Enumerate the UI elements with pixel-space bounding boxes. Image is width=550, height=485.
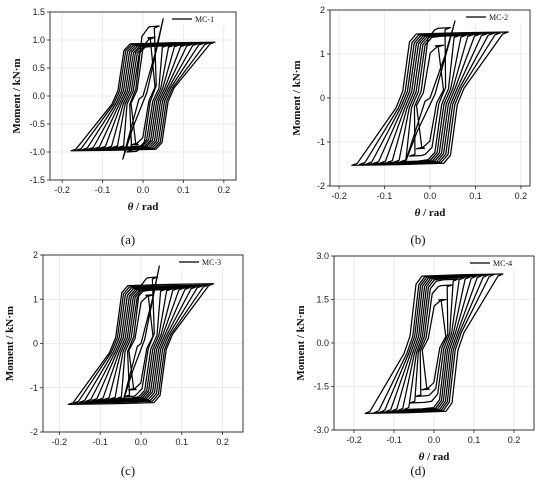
hysteresis-loop [415, 284, 453, 398]
hysteresis-loop [126, 25, 160, 153]
y-tick-label: 1 [320, 49, 325, 59]
x-tick-label: -0.1 [386, 435, 402, 445]
hysteresis-loop [122, 18, 164, 160]
x-tick-label: 0.0 [135, 437, 148, 447]
panel-caption: (c) [121, 463, 135, 478]
series-MC-1 [70, 18, 216, 160]
hysteresis-loop [358, 32, 502, 166]
legend-label: MC-3 [202, 258, 221, 267]
y-tick-label: 2 [33, 250, 38, 260]
x-axis-symbol: θ [415, 207, 421, 219]
hysteresis-loop [85, 286, 197, 402]
y-tick-label: 0 [33, 339, 38, 349]
series-MC-4 [364, 273, 504, 415]
legend-label: MC-2 [489, 13, 508, 22]
hysteresis-loop [72, 284, 209, 404]
y-tick-label: 0.0 [316, 338, 329, 348]
hysteresis-loop [351, 31, 509, 166]
y-tick-label: 2 [320, 5, 325, 15]
x-tick-label: 0.2 [508, 435, 521, 445]
hysteresis-loop [91, 287, 191, 402]
hysteresis-loop [403, 277, 465, 411]
x-axis-unit: / rad [424, 451, 449, 463]
x-tick-label: 0.2 [218, 185, 231, 195]
y-tick-label: -0.5 [29, 119, 45, 129]
hysteresis-loop [121, 265, 160, 404]
x-tick-label: -0.1 [95, 185, 111, 195]
x-tick-label: 0.2 [515, 191, 528, 201]
hysteresis-loop [79, 285, 203, 403]
legend-label: MC-1 [195, 15, 214, 24]
x-tick-label: 0.0 [428, 435, 441, 445]
chart-panel-b: -0.2 -0.1 0.0 0.1 0.2 -2 -1 0 1 2 MC-2 Moment / kN·… [291, 5, 531, 247]
y-tick-label: -1.5 [313, 382, 329, 392]
x-tick-label: -0.2 [346, 435, 362, 445]
x-tick-label: 0.0 [137, 185, 150, 195]
x-tick-label: -0.1 [377, 191, 393, 201]
y-tick-label: 1.5 [316, 295, 329, 305]
x-axis-symbol: θ [128, 201, 134, 213]
hysteresis-loop [421, 298, 447, 391]
hysteresis-loop [364, 273, 504, 415]
y-tick-label: 1.0 [32, 35, 45, 45]
hysteresis-loop [404, 20, 456, 164]
y-tick-label: -3.0 [313, 425, 329, 435]
hysteresis-loop [67, 283, 215, 406]
y-axis-label: Moment / kN·m [4, 306, 16, 381]
x-axis-unit: / rad [133, 201, 158, 213]
chart-panel-d: -0.2 -0.1 0.0 0.1 0.2 -3.0 -1.5 0.0 1.5 3.0 MC-4 Mo… [295, 251, 535, 478]
legend-box [468, 257, 532, 269]
legend-box [177, 256, 241, 268]
y-tick-label: 0.5 [32, 63, 45, 73]
panel-caption: (a) [121, 232, 135, 247]
y-tick-label: -1 [317, 137, 325, 147]
x-axis-label: θ / rad [419, 451, 450, 463]
hysteresis-loop [70, 41, 216, 152]
y-axis-label: Moment / kN·m [295, 305, 307, 380]
x-axis-symbol: θ [419, 451, 425, 463]
x-tick-label: -0.2 [54, 185, 70, 195]
hysteresis-loop [408, 26, 452, 157]
y-tick-label: -1 [30, 383, 38, 393]
x-tick-label: 0.2 [216, 437, 229, 447]
x-axis-unit: / rad [420, 207, 445, 219]
chart-panel-a: -0.2 -0.1 0.0 0.1 0.2 -1.5 -1.0 -0.5 0.0 0.5 1.0 1.… [11, 7, 237, 247]
x-axis-label: θ / rad [415, 207, 446, 219]
panel-caption: (b) [410, 232, 425, 247]
y-tick-label: 1 [33, 294, 38, 304]
series-MC-3 [67, 265, 215, 406]
y-tick-label: 1.5 [32, 7, 45, 17]
y-axis-label: Moment / kN·m [11, 58, 23, 133]
legend-box [170, 13, 234, 25]
x-tick-label: 0.1 [177, 185, 190, 195]
y-tick-label: -1.5 [29, 175, 45, 185]
chart-panel-c: -0.2 -0.1 0.0 0.1 0.2 -2 -1 0 1 2 MC-3 Moment / kN·… [4, 250, 244, 478]
y-axis-label: Moment / kN·m [291, 60, 303, 135]
x-tick-label: -0.2 [52, 437, 68, 447]
y-tick-label: -2 [30, 427, 38, 437]
x-axis-label: θ / rad [128, 201, 159, 213]
y-tick-label: -2 [317, 181, 325, 191]
y-tick-label: 3.0 [316, 251, 329, 261]
x-tick-label: 0.0 [424, 191, 437, 201]
x-tick-label: -0.2 [331, 191, 347, 201]
series-MC-2 [351, 20, 509, 166]
panel-caption: (d) [410, 463, 425, 478]
y-tick-label: 0.0 [32, 91, 45, 101]
x-tick-label: -0.1 [92, 437, 108, 447]
y-tick-label: -1.0 [29, 147, 45, 157]
hysteresis-loop [415, 44, 445, 150]
x-tick-label: 0.1 [468, 435, 481, 445]
legend-label: MC-4 [493, 259, 512, 268]
y-tick-label: 0 [320, 93, 325, 103]
x-tick-label: 0.1 [469, 191, 482, 201]
legend-box [464, 11, 528, 23]
x-tick-label: 0.1 [176, 437, 189, 447]
